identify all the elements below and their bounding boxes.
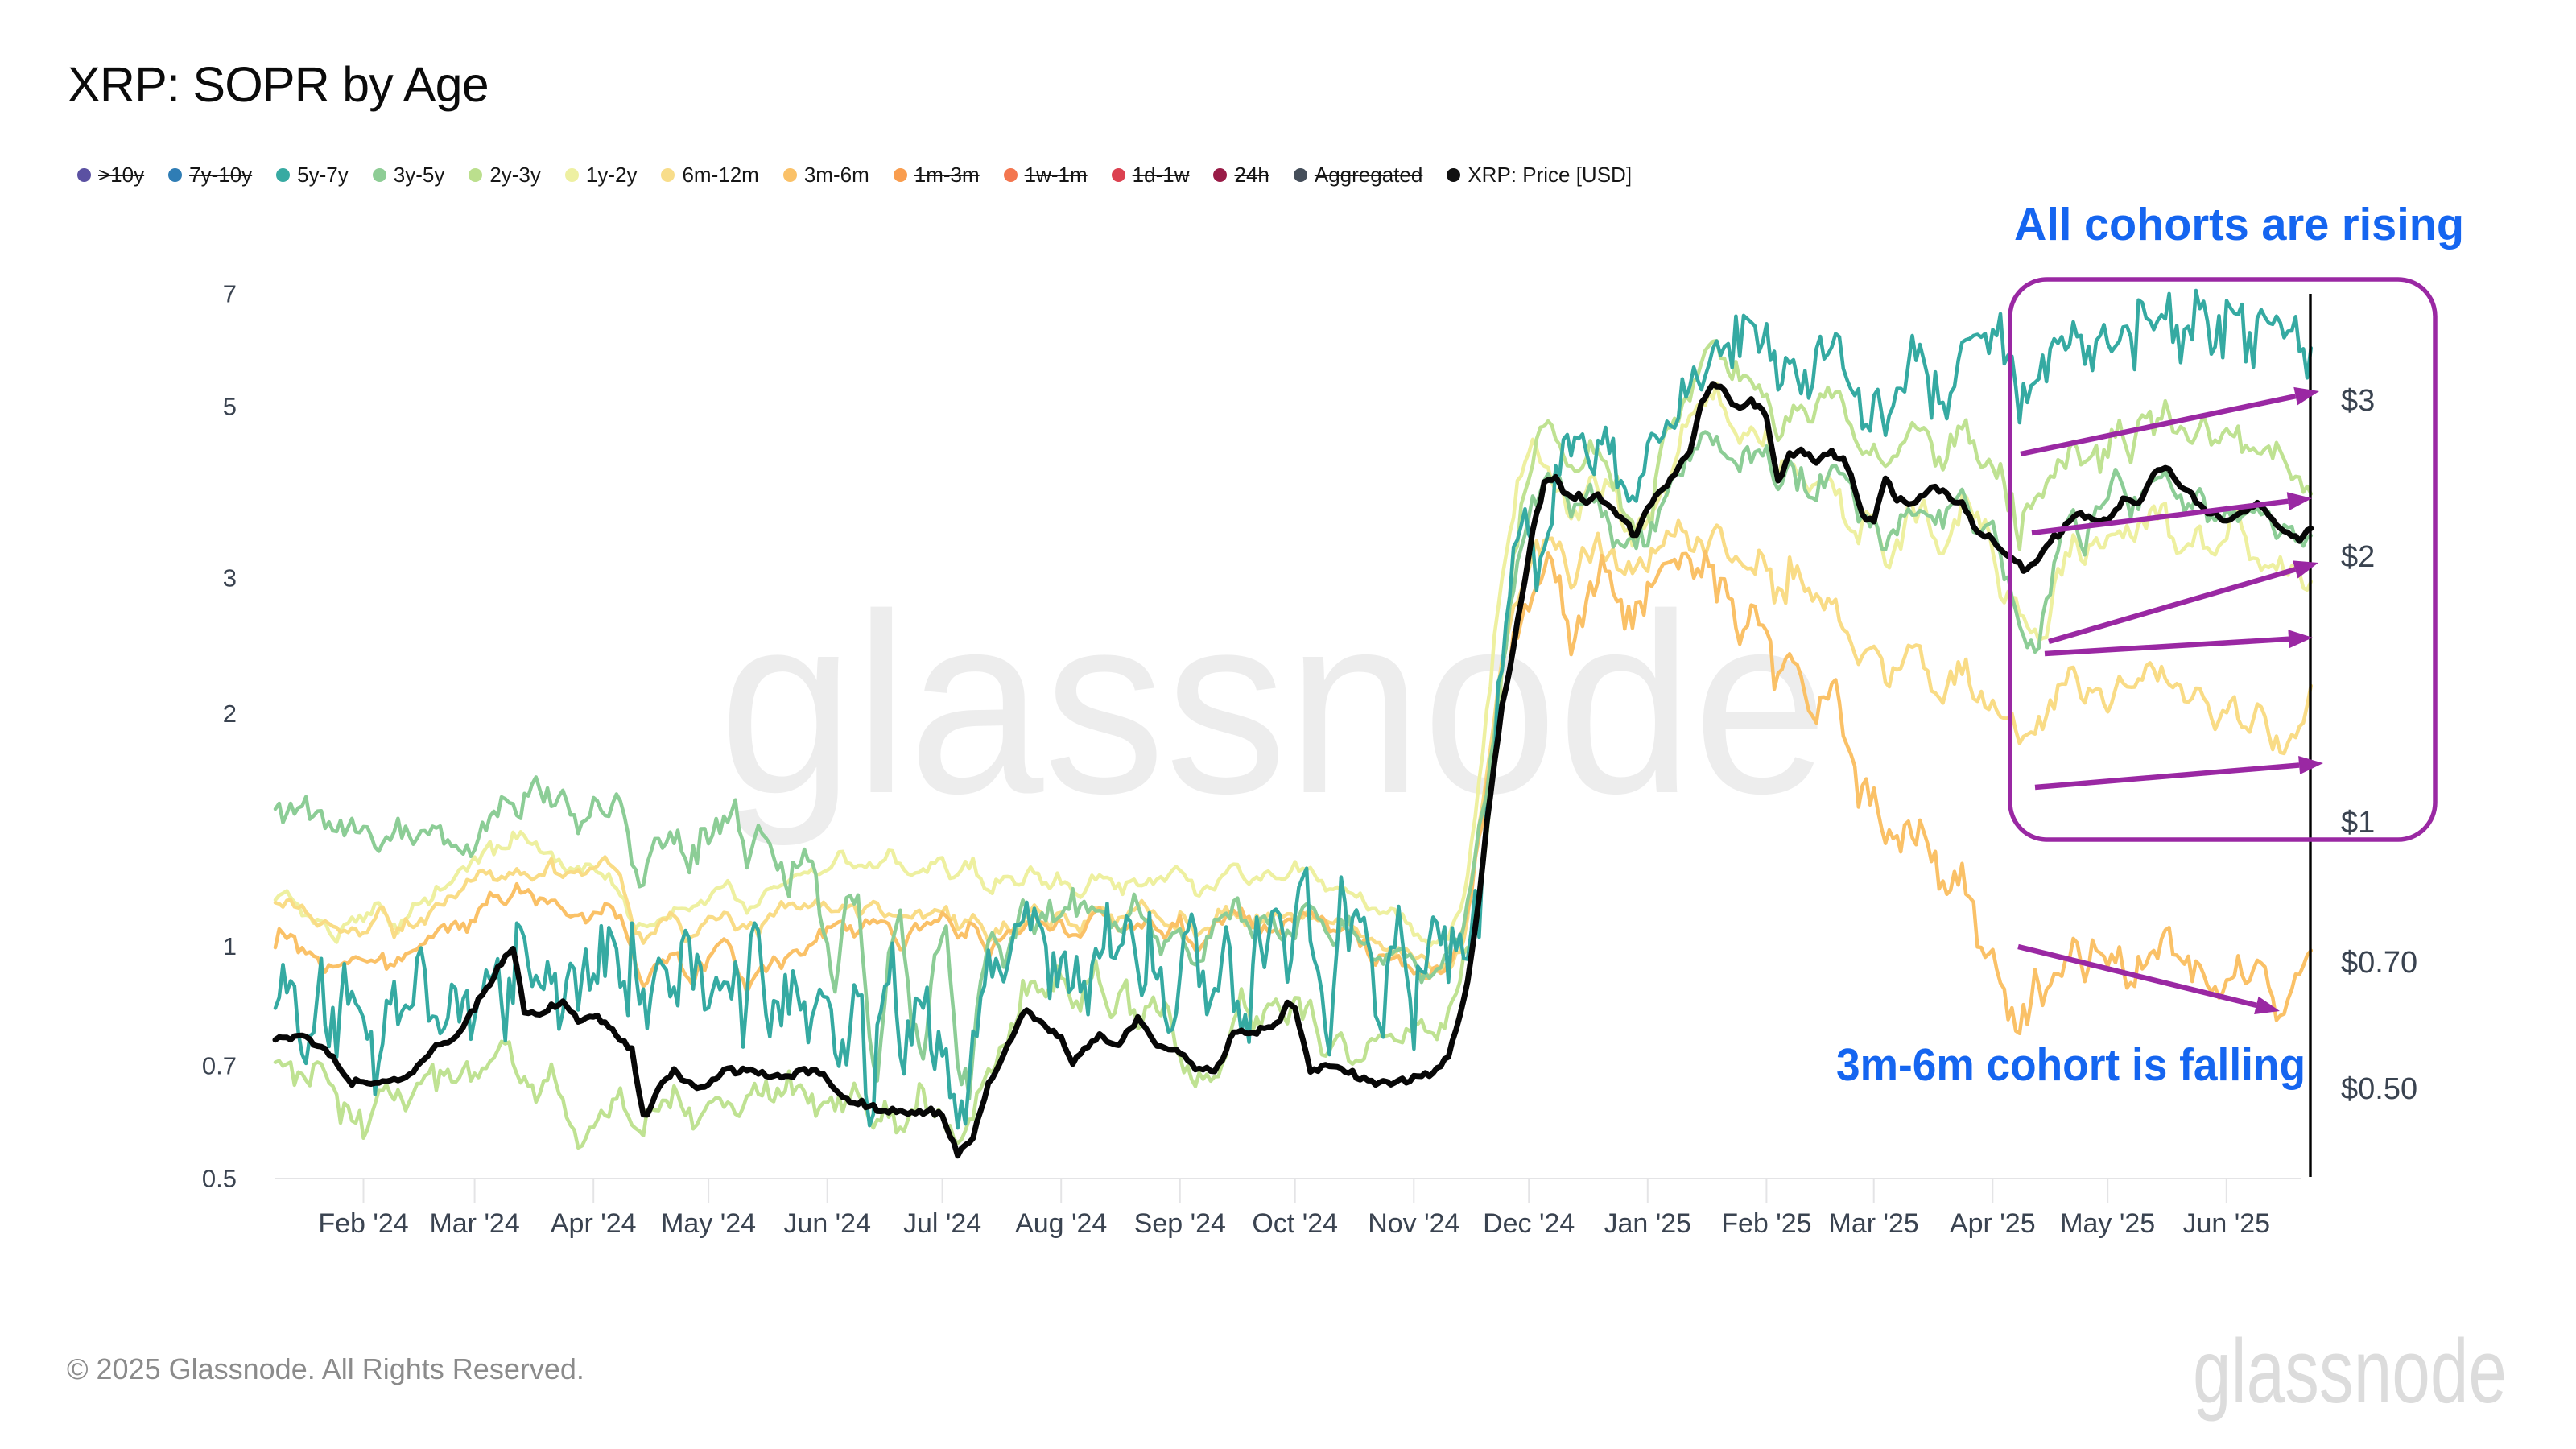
svg-text:3m-6m cohort is falling: 3m-6m cohort is falling [1836,1039,2306,1091]
svg-text:glassnode: glassnode [2193,1321,2507,1422]
svg-text:Mar '25: Mar '25 [1829,1208,1919,1239]
svg-text:Jun '24: Jun '24 [783,1208,871,1239]
svg-text:All cohorts are rising: All cohorts are rising [2014,199,2464,250]
svg-text:3: 3 [223,564,237,592]
svg-text:Oct '24: Oct '24 [1252,1208,1338,1239]
svg-text:Apr '24: Apr '24 [551,1208,637,1239]
svg-text:2: 2 [223,700,237,728]
svg-text:May '25: May '25 [2060,1208,2155,1239]
svg-text:5: 5 [223,393,237,421]
svg-text:Mar '24: Mar '24 [429,1208,519,1239]
svg-text:May '24: May '24 [661,1208,756,1239]
svg-text:1: 1 [223,932,237,960]
svg-text:$3: $3 [2341,384,2375,418]
svg-text:Sep '24: Sep '24 [1134,1208,1226,1239]
svg-text:Feb '24: Feb '24 [318,1208,408,1239]
svg-text:0.7: 0.7 [202,1052,237,1080]
svg-text:Jun '25: Jun '25 [2183,1208,2271,1239]
svg-text:$2: $2 [2341,540,2375,574]
svg-text:Jan '25: Jan '25 [1604,1208,1692,1239]
svg-text:Jul '24: Jul '24 [903,1208,981,1239]
svg-text:$1: $1 [2341,806,2375,840]
svg-text:0.5: 0.5 [202,1165,237,1193]
svg-text:$0.50: $0.50 [2341,1072,2417,1106]
svg-text:Feb '25: Feb '25 [1721,1208,1811,1239]
svg-text:glassnode: glassnode [719,561,1828,848]
svg-text:Apr '25: Apr '25 [1950,1208,2036,1239]
svg-text:Dec '24: Dec '24 [1483,1208,1575,1239]
svg-text:Aug '24: Aug '24 [1015,1208,1107,1239]
svg-text:$0.70: $0.70 [2341,946,2417,980]
svg-text:7: 7 [223,280,237,308]
svg-text:Nov '24: Nov '24 [1368,1208,1459,1239]
